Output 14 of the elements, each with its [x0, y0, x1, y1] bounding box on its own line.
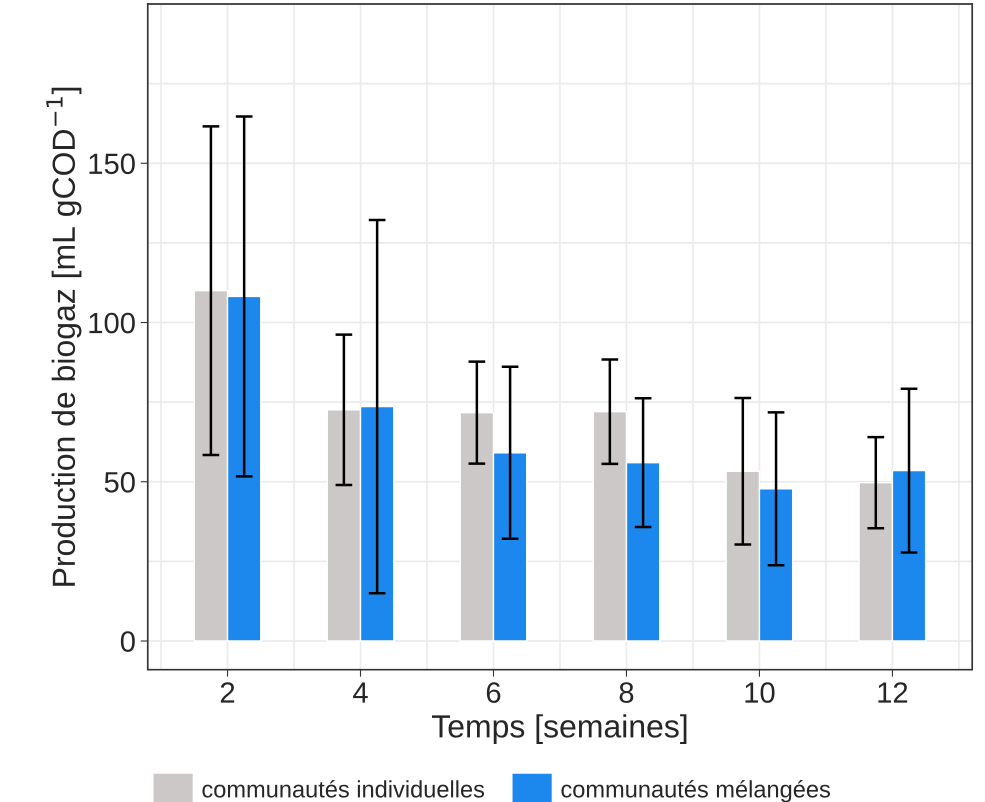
x-tick-label: 4 [353, 682, 368, 703]
y-tick-label: 0 [120, 631, 135, 652]
x-tick-label: 8 [620, 682, 634, 703]
x-tick-label: 12 [878, 682, 908, 703]
y-tick-label: 100 [90, 312, 135, 334]
legend-label: communautés individuelles [202, 780, 484, 798]
legend-label: communautés mélangées [561, 780, 830, 802]
x-tick-label: 6 [486, 682, 500, 703]
x-axis-title: Temps [semaines] [432, 714, 686, 744]
y-tick-label: 50 [104, 472, 135, 493]
x-tick-label: 10 [745, 682, 775, 703]
y-tick-label: 150 [90, 153, 135, 174]
y-axis-title: Production de biogaz [mL gCOD$^{−1}$] [46, 88, 82, 586]
x-tick-label: 2 [220, 682, 234, 703]
